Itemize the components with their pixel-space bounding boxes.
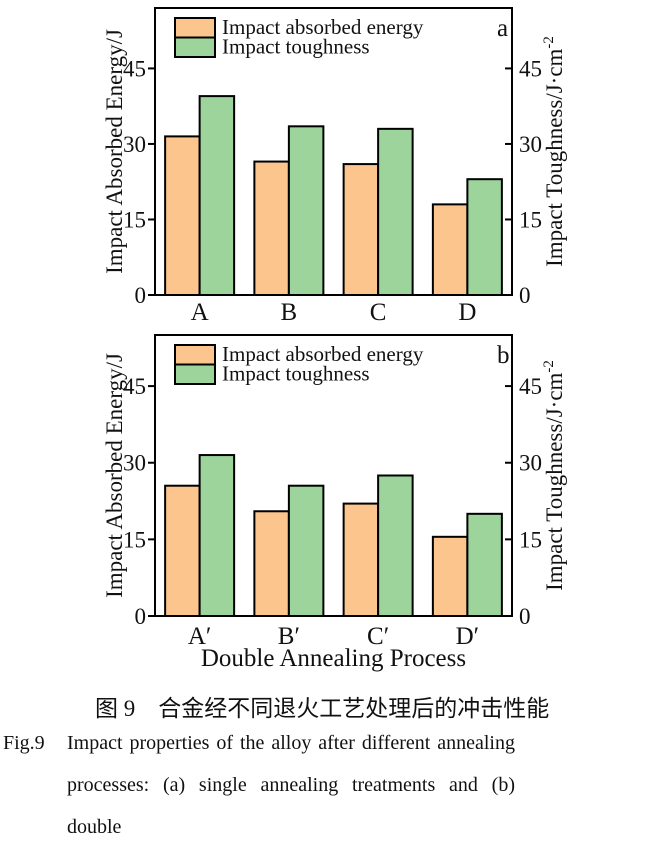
legend-label-toughness: Impact toughness [222,362,370,386]
bar-b-0-toughness [198,454,236,617]
x-category-label: B [281,299,298,325]
y-tick-label-left: 0 [135,604,147,629]
bar-b-1-toughness [287,484,325,617]
caption-line-2: processes: (a) single annealing treatmen… [67,774,515,838]
legend-swatch-toughness [174,363,216,385]
figure-number-label: Fig.9 [3,732,45,754]
y-tick-label-right: 0 [519,283,531,308]
y-tick-label-left: 45 [123,56,146,81]
bar-a-2-toughness [377,127,414,296]
bar-b-3-toughness [466,512,503,617]
legend-label-absorbed: Impact absorbed energy [222,15,424,39]
y-tick-label-left: 15 [123,527,146,552]
x-category-label: C [370,299,387,325]
x-category-label: A [191,299,209,325]
bar-a-3-toughness [466,178,503,296]
bar-b-2-toughness [377,474,414,617]
plot-border [154,334,513,617]
legend-label-absorbed: Impact absorbed energy [222,342,424,366]
panel-letter: a [497,15,508,42]
y-axis-label-left: Impact Absorbed Energy/J [102,29,127,274]
bar-b-2-absorbed [342,502,380,618]
y-tick-label-right: 15 [519,207,542,232]
y-axis-label-left: Impact Absorbed Energy/J [102,353,127,598]
bar-b-1-absorbed [253,510,290,618]
y-tick-label-right: 15 [519,527,542,552]
x-category-label: D [458,299,476,325]
bar-a-3-absorbed [431,203,469,296]
bar-a-2-absorbed [342,163,380,296]
x-category-label: C′ [367,623,389,650]
y-tick-label-right: 30 [519,451,542,476]
plot-border [154,7,513,296]
caption-line-1: Impact properties of the alloy after dif… [67,732,515,754]
bar-b-3-absorbed [431,535,469,618]
caption-english: Fig.9 Impact properties of the alloy aft… [3,722,515,848]
bar-a-1-toughness [287,125,325,297]
bar-a-0-toughness [198,95,236,297]
x-axis-label: Double Annealing Process [201,645,466,672]
panel-letter: b [497,342,510,369]
y-tick-label-right: 30 [519,132,542,157]
y-tick-label-right: 45 [519,374,542,399]
y-tick-label-left: 30 [123,451,146,476]
y-axis-label-right: Impact Toughness/J·cm-2 [541,36,567,267]
chart-panel-a: A B C D 0 0 15 15 30 30 45 45 Impact absorbed energy… [102,7,567,325]
chart-panel-b: A′ B′ C′ D′ 0 0 15 15 30 30 45 45 Impact absorbed en… [102,334,567,672]
bar-a-1-absorbed [253,160,290,296]
x-category-label: A′ [188,623,212,650]
y-tick-label-left: 15 [123,207,146,232]
bar-b-0-absorbed [164,484,201,617]
legend-swatch-absorbed [174,344,216,366]
y-axis-label-right: Impact Toughness/J·cm-2 [541,360,567,591]
y-tick-label-left: 45 [123,374,146,399]
bar-a-0-absorbed [164,135,201,296]
y-tick-label-left: 0 [135,283,147,308]
legend-label-toughness: Impact toughness [222,35,370,59]
y-tick-label-left: 30 [123,132,146,157]
caption-chinese: 图 9 合金经不同退火工艺处理后的冲击性能 [95,696,550,721]
x-category-label: B′ [278,623,300,650]
y-tick-label-right: 45 [519,56,542,81]
y-tick-label-right: 0 [519,604,531,629]
legend-swatch-absorbed [174,17,216,39]
legend-swatch-toughness [174,36,216,58]
x-category-label: D′ [456,623,480,650]
